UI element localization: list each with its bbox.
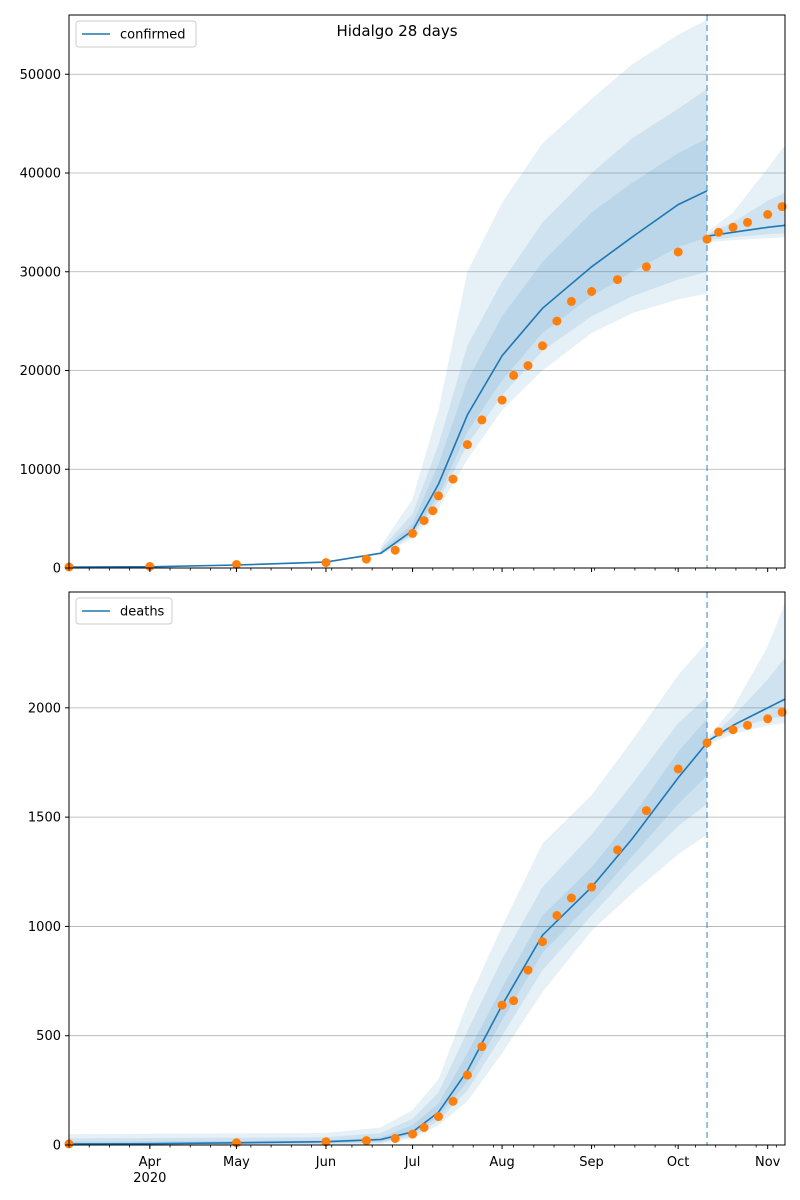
confirmed-panel: 0 10000 20000 30000 40000 50000 confirmed [20, 14, 787, 577]
y-tick-label: 40000 [20, 167, 61, 182]
observed-point [419, 1123, 429, 1132]
x-tick-year-label: 2020 [133, 1171, 166, 1186]
y-tick-label: 50000 [20, 68, 61, 83]
observed-point [552, 316, 562, 326]
observed-point [552, 911, 562, 920]
observed-point [497, 1000, 507, 1010]
x-tick-label: May [223, 1155, 250, 1170]
observed-point [477, 1042, 487, 1052]
x-tick-label: Jul [404, 1155, 421, 1170]
x-tick-label: Sep [579, 1155, 604, 1170]
x-tick-label: Nov [755, 1155, 781, 1170]
observed-point [419, 516, 429, 526]
observed-point [777, 707, 787, 717]
observed-point [408, 1129, 418, 1139]
observed-point [566, 893, 576, 903]
observed-point [361, 1136, 371, 1146]
uncertainty-band [380, 19, 707, 556]
legend-label: deaths [120, 605, 165, 620]
observed-point [145, 562, 155, 571]
observed-point [390, 1133, 400, 1143]
observed-point [434, 1112, 443, 1122]
observed-point [321, 1137, 331, 1147]
y-tick-label: 1500 [28, 811, 61, 826]
observed-point [448, 1096, 458, 1106]
observed-point [321, 558, 331, 568]
x-tick-label: Aug [489, 1155, 514, 1170]
observed-point [763, 714, 773, 724]
observed-point [743, 720, 752, 730]
observed-point [714, 227, 724, 237]
observed-point [462, 1070, 472, 1080]
observed-point [673, 247, 683, 257]
observed-point [509, 996, 519, 1006]
observed-point [702, 738, 712, 748]
axes-frame [68, 14, 786, 569]
observed-point [641, 262, 651, 272]
model-line [68, 190, 708, 568]
observed-point [477, 415, 487, 425]
uncertainty-band [380, 89, 707, 555]
observed-point [641, 806, 651, 816]
x-tick-label: Jun [315, 1155, 336, 1170]
observed-point [428, 506, 438, 516]
model-line [68, 742, 708, 1145]
observed-point [390, 545, 400, 555]
x-tick-label: Oct [667, 1155, 689, 1170]
observed-point [462, 440, 472, 450]
observed-point [361, 554, 371, 564]
observed-point [408, 528, 418, 538]
observed-point [538, 341, 547, 351]
observed-point [673, 764, 683, 774]
y-tick-label: 10000 [20, 463, 61, 478]
y-tick-label: 30000 [20, 265, 61, 280]
observed-point [523, 361, 533, 371]
observed-point [523, 965, 533, 975]
observed-point [538, 937, 547, 947]
uncertainty-band [69, 642, 707, 1145]
uncertainty-band [69, 696, 707, 1145]
legend-box [75, 20, 197, 48]
observed-point [587, 882, 597, 892]
observed-point [434, 491, 443, 501]
observed-point [497, 395, 507, 405]
x-tick-label: Apr [139, 1155, 162, 1170]
observed-point [509, 370, 519, 380]
observed-point [613, 845, 622, 855]
figure-title: Hidalgo 28 days [336, 22, 457, 40]
legend-label: confirmed [120, 28, 186, 43]
y-tick-label: 2000 [28, 701, 61, 716]
y-tick-label: 20000 [20, 364, 61, 379]
observed-point [743, 217, 752, 227]
legend-box [75, 597, 173, 625]
axes-frame [68, 591, 786, 1146]
observed-point [232, 560, 241, 569]
y-tick-label: 500 [36, 1029, 61, 1044]
observed-point [763, 210, 773, 219]
observed-point [714, 727, 724, 737]
observed-point [702, 234, 712, 244]
observed-point [448, 474, 458, 484]
observed-point [587, 287, 597, 296]
observed-point [566, 296, 576, 306]
y-tick-label: 0 [53, 562, 61, 577]
observed-point [728, 725, 738, 735]
observed-point [728, 222, 738, 232]
y-tick-label: 1000 [28, 920, 61, 935]
observed-point [777, 202, 787, 212]
observed-point [613, 275, 622, 285]
y-tick-label: 0 [53, 1139, 61, 1154]
